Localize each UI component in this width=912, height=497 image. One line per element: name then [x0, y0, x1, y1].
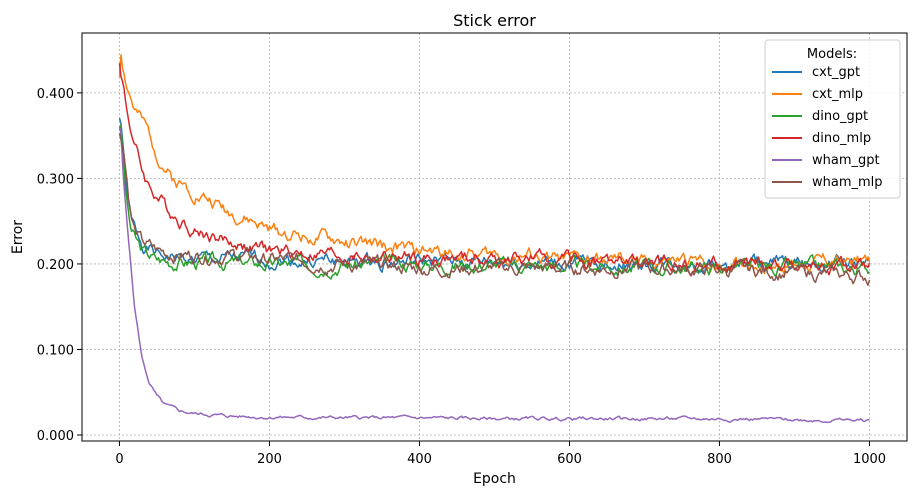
legend-title: Models: [807, 47, 857, 62]
legend-label: wham_gpt [812, 153, 880, 168]
legend-label: cxt_mlp [812, 87, 863, 102]
grid-lines [82, 33, 907, 441]
chart-title: Stick error [453, 11, 536, 30]
legend: Models: cxt_gpt cxt_mlp dino_gpt dino_mlpwh… [764, 39, 901, 199]
x-tick-label: 600 [557, 452, 582, 467]
x-tick-label: 200 [257, 452, 282, 467]
legend-box [764, 39, 901, 199]
legend-label: dino_gpt [812, 109, 868, 124]
y-axis-label: Error [10, 220, 26, 254]
y-tick-label: 0.200 [37, 258, 74, 273]
x-tick-label: 1000 [853, 452, 886, 467]
y-tick-label: 0.300 [37, 172, 74, 187]
y-tick-label: 0.100 [37, 343, 74, 358]
y-axis-ticks: 0.000 0.100 0.200 0.300 0.400 [37, 87, 82, 444]
series-line-wham-gpt [118, 125, 870, 424]
series-line-wham-mlp [118, 133, 871, 286]
x-tick-label: 400 [407, 452, 432, 467]
series-line-dino-mlp [118, 63, 871, 277]
legend-label: cxt_gpt [812, 65, 860, 80]
x-axis-ticks: 0 200 400 600 800 1000 [115, 441, 886, 467]
legend-label: wham_mlp [812, 175, 883, 190]
series-lines [118, 53, 871, 424]
x-tick-label: 800 [707, 452, 732, 467]
y-tick-label: 0.000 [37, 429, 74, 444]
plot-frame [81, 32, 908, 442]
x-tick-label: 0 [115, 452, 123, 467]
legend-label: dino_mlp [812, 131, 871, 146]
legend-items: cxt_gpt cxt_mlp dino_gpt dino_mlp wham_gptwh… [772, 65, 883, 190]
y-tick-label: 0.400 [37, 87, 74, 102]
x-axis-label: Epoch [473, 471, 516, 487]
